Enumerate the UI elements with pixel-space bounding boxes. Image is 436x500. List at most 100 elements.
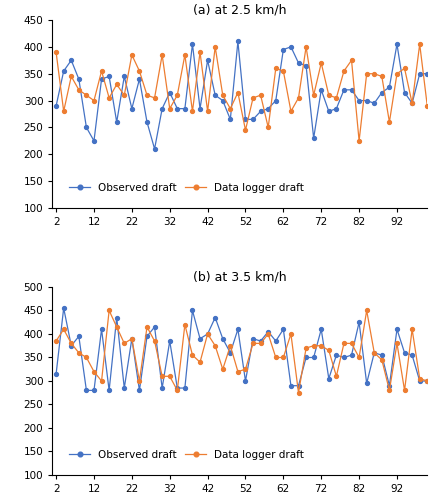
Observed draft <box>288 44 293 50</box>
Data logger draft <box>198 49 203 55</box>
Data logger draft <box>175 92 180 98</box>
Observed draft <box>61 305 66 311</box>
Data logger draft <box>371 350 377 356</box>
Data logger draft <box>379 357 385 363</box>
Data logger draft <box>61 326 66 332</box>
Data logger draft <box>243 366 248 372</box>
Line: Observed draft: Observed draft <box>54 40 429 151</box>
Data logger draft <box>425 103 430 109</box>
Data logger draft <box>175 388 180 394</box>
Observed draft <box>68 342 74 348</box>
Data logger draft <box>129 52 134 58</box>
Observed draft <box>364 98 369 103</box>
Observed draft <box>371 100 377 106</box>
Observed draft <box>364 380 369 386</box>
Data logger draft <box>220 366 225 372</box>
Observed draft <box>243 378 248 384</box>
Observed draft <box>137 76 142 82</box>
Data logger draft <box>387 388 392 394</box>
Observed draft <box>243 116 248 122</box>
Observed draft <box>258 108 263 114</box>
Data logger draft <box>334 374 339 380</box>
Data logger draft <box>137 68 142 74</box>
Observed draft <box>379 90 385 96</box>
Observed draft <box>250 336 255 342</box>
Observed draft <box>76 334 82 340</box>
Observed draft <box>296 382 301 388</box>
Observed draft <box>84 388 89 394</box>
Data logger draft <box>417 376 422 382</box>
Data logger draft <box>160 374 165 380</box>
Observed draft <box>122 74 127 80</box>
Observed draft <box>341 354 347 360</box>
Data logger draft <box>228 106 233 112</box>
Observed draft <box>409 100 415 106</box>
Observed draft <box>152 324 157 330</box>
Data logger draft <box>235 368 241 374</box>
Observed draft <box>182 385 187 391</box>
Data logger draft <box>341 68 347 74</box>
Observed draft <box>106 388 112 394</box>
Data logger draft <box>198 359 203 365</box>
Observed draft <box>198 336 203 342</box>
Observed draft <box>167 338 172 344</box>
Observed draft <box>281 326 286 332</box>
Data logger draft <box>190 352 195 358</box>
Data logger draft <box>144 324 150 330</box>
Data logger draft <box>205 331 210 337</box>
Data logger draft <box>76 350 82 356</box>
Data logger draft <box>84 354 89 360</box>
Data logger draft <box>61 108 66 114</box>
Data logger draft <box>334 95 339 101</box>
Data logger draft <box>258 340 263 346</box>
Data logger draft <box>387 119 392 125</box>
Observed draft <box>144 119 150 125</box>
Observed draft <box>349 352 354 358</box>
Data logger draft <box>409 100 415 106</box>
Observed draft <box>281 46 286 52</box>
Observed draft <box>250 116 255 122</box>
Observed draft <box>99 326 104 332</box>
Data logger draft <box>371 70 377 76</box>
Observed draft <box>425 378 430 384</box>
Data logger draft <box>341 340 347 346</box>
Data logger draft <box>220 92 225 98</box>
Data logger draft <box>129 336 134 342</box>
Data logger draft <box>319 342 324 348</box>
Data logger draft <box>76 87 82 93</box>
Line: Data logger draft: Data logger draft <box>54 42 429 143</box>
Data logger draft <box>182 322 187 328</box>
Observed draft <box>213 314 218 320</box>
Data logger draft <box>68 340 74 346</box>
Data logger draft <box>99 378 104 384</box>
Observed draft <box>160 385 165 391</box>
Data logger draft <box>258 92 263 98</box>
Observed draft <box>167 90 172 96</box>
Observed draft <box>114 119 119 125</box>
Observed draft <box>319 326 324 332</box>
Observed draft <box>417 70 422 76</box>
Observed draft <box>190 308 195 314</box>
Observed draft <box>92 138 97 144</box>
Observed draft <box>84 124 89 130</box>
Observed draft <box>387 382 392 388</box>
Data logger draft <box>395 340 400 346</box>
Observed draft <box>129 106 134 112</box>
Observed draft <box>175 385 180 391</box>
Data logger draft <box>357 354 362 360</box>
Observed draft <box>303 62 309 68</box>
Data logger draft <box>326 92 331 98</box>
Data logger draft <box>266 124 271 130</box>
Observed draft <box>273 338 279 344</box>
Observed draft <box>409 352 415 358</box>
Observed draft <box>334 352 339 358</box>
Observed draft <box>296 60 301 66</box>
Observed draft <box>205 331 210 337</box>
Data logger draft <box>379 74 385 80</box>
Observed draft <box>213 92 218 98</box>
Data logger draft <box>167 374 172 380</box>
Data logger draft <box>303 345 309 351</box>
Data logger draft <box>281 354 286 360</box>
Title: (b) at 3.5 km/h: (b) at 3.5 km/h <box>193 270 286 283</box>
Data logger draft <box>54 49 59 55</box>
